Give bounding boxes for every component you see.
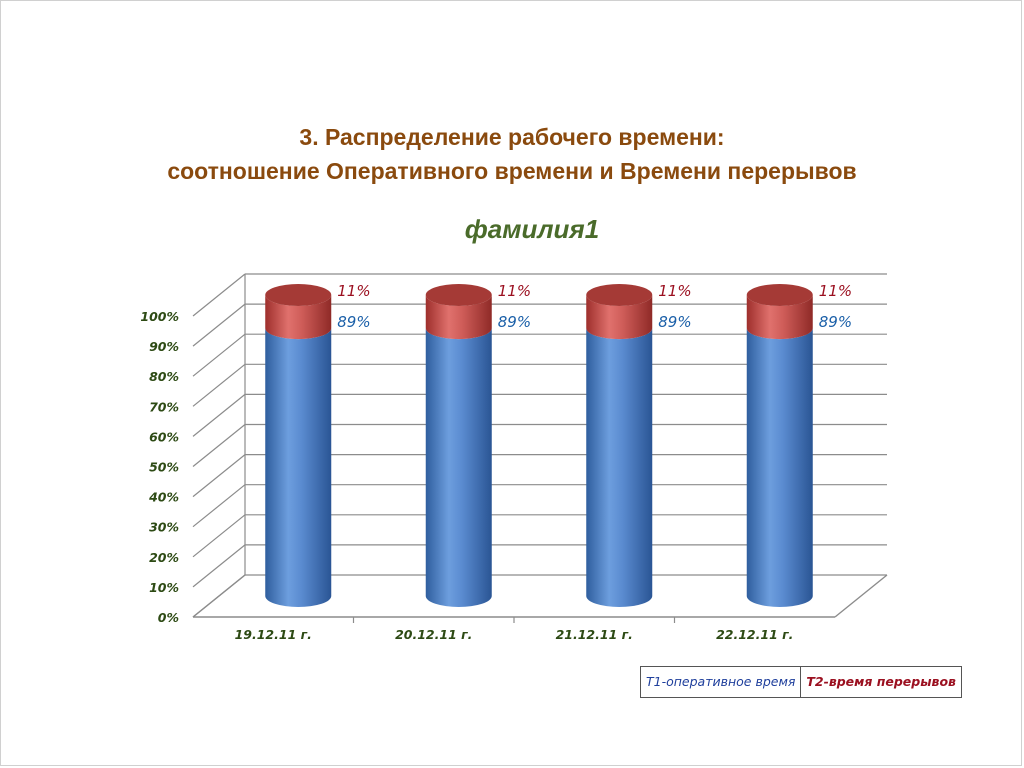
x-tick-label: 19.12.11 г. (235, 627, 312, 642)
bar-top-cap (425, 284, 492, 306)
y-tick-label: 90% (149, 339, 179, 354)
x-tick-label: 20.12.11 г. (395, 627, 472, 642)
gridline-side (192, 574, 246, 618)
chart-title-line1: 3. Распределение рабочего времени: (299, 124, 725, 150)
gridline-side (192, 514, 246, 558)
y-tick-label: 80% (149, 369, 179, 384)
gridline-side (192, 273, 246, 317)
y-tick-label: 60% (149, 429, 179, 444)
data-label-t2: 11% (498, 282, 531, 300)
floor-right-edge (834, 574, 888, 618)
bar-t1 (425, 328, 492, 607)
bar-t1 (586, 328, 653, 607)
x-tick-labels: 19.12.11 г. 20.12.11 г. 21.12.11 г. 22.12.1… (235, 617, 793, 642)
legend: Т1-оперативное время Т2-время перерывов (640, 666, 962, 698)
gridline-side (192, 484, 246, 528)
y-tick-label: 30% (149, 520, 179, 535)
data-labels-layer: 11% 89% 11% 89% 11% 89% 11% 89% (337, 282, 852, 331)
gridline-side (192, 544, 246, 588)
bar-t1 (265, 328, 332, 607)
chart-subtitle: фамилия1 (464, 214, 600, 244)
chart-title: 3. Распределение рабочего времени: соотн… (0, 120, 1024, 188)
bar-t2 (425, 295, 492, 340)
data-label-t1: 89% (337, 313, 370, 331)
y-tick-label: 70% (149, 399, 179, 414)
bar-t2 (265, 295, 332, 340)
legend-item-t2: Т2-время перерывов (806, 674, 956, 689)
gridline-side (192, 454, 246, 498)
bar-top-cap (265, 284, 332, 306)
y-tick-label: 50% (149, 460, 179, 475)
bar-t2 (586, 295, 653, 340)
data-label-t2: 11% (819, 282, 852, 300)
data-label-t1: 89% (819, 313, 852, 331)
bar-top-cap (746, 284, 813, 306)
y-tick-label: 40% (148, 490, 179, 505)
gridline-side (192, 333, 246, 377)
data-label-t2: 11% (658, 282, 691, 300)
y-tick-label: 20% (149, 550, 179, 565)
data-label-t1: 89% (658, 313, 691, 331)
y-tick-label: 100% (140, 309, 179, 324)
y-tick-labels: 0% 10% 20% 30% 40% 50% 60% 70% 80% 90% 100% (140, 309, 179, 625)
bar-top-cap (586, 284, 653, 306)
gridline-side (192, 393, 246, 437)
y-tick-label: 0% (158, 610, 179, 625)
y-tick-label: 10% (149, 580, 179, 595)
bars-layer (265, 284, 813, 607)
chart-title-line2: соотношение Оперативного времени и Време… (167, 158, 857, 184)
data-label-t2: 11% (337, 282, 370, 300)
gridline-side (192, 424, 246, 467)
bar-t2 (746, 295, 813, 340)
bar-t1 (746, 328, 813, 607)
x-tick-label: 21.12.11 г. (556, 627, 633, 642)
gridline-side (192, 363, 246, 407)
gridline-side (192, 303, 246, 347)
x-tick-label: 22.12.11 г. (716, 627, 793, 642)
data-label-t1: 89% (498, 313, 531, 331)
legend-item-t1: Т1-оперативное время (641, 667, 802, 697)
